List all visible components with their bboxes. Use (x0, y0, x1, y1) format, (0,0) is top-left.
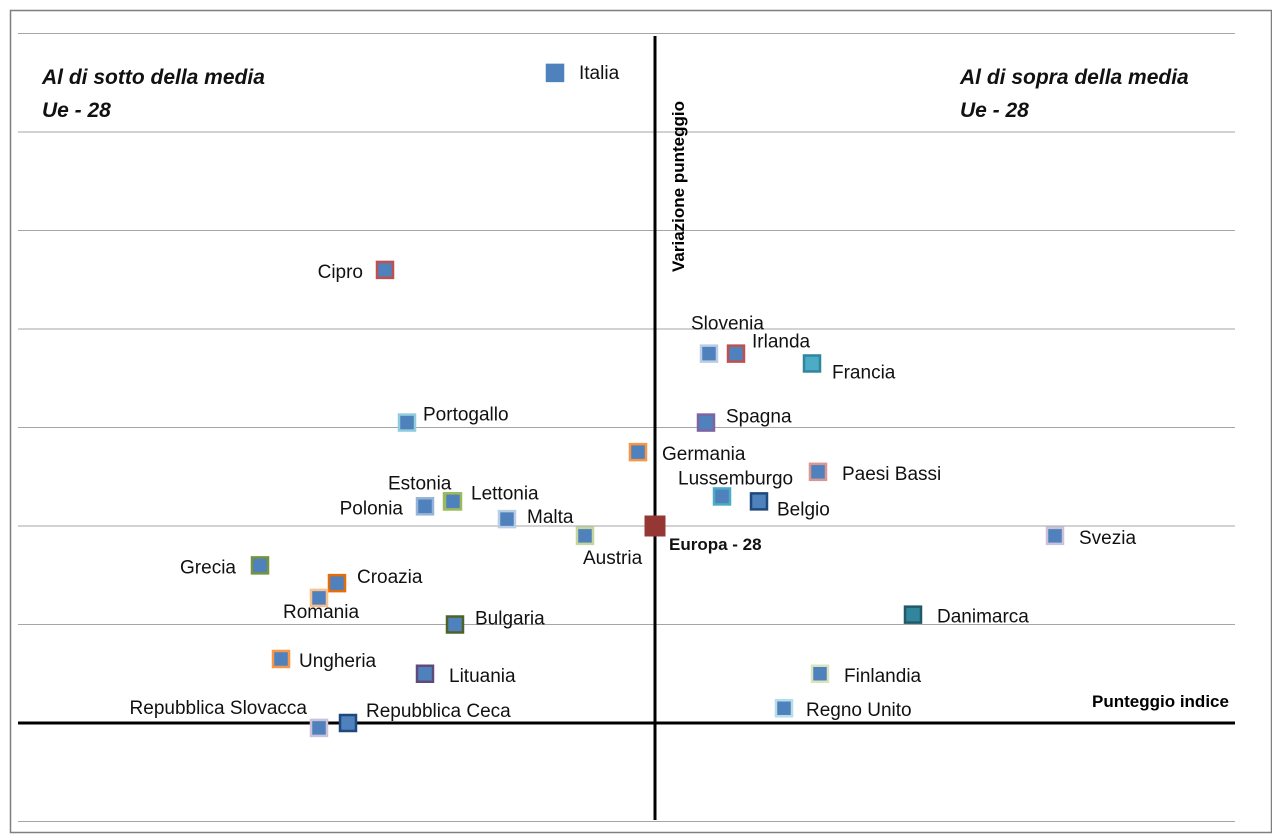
point-austria (575, 526, 595, 546)
point-repubblica-slovacca (309, 718, 329, 738)
point-label-bulgaria: Bulgaria (475, 609, 545, 630)
point-danimarca (903, 605, 923, 624)
point-lituania (415, 664, 435, 683)
point-label-spagna: Spagna (726, 407, 792, 428)
point-regno-unito (774, 698, 794, 718)
point-label-grecia: Grecia (180, 557, 236, 578)
point-europa-28 (644, 515, 666, 537)
point-francia (802, 354, 822, 373)
point-romania (309, 588, 329, 608)
point-lussemburgo (712, 487, 732, 506)
point-label-finlandia: Finlandia (844, 666, 922, 687)
point-label-belgio: Belgio (777, 499, 830, 520)
point-label-regno-unito: Regno Unito (806, 700, 912, 721)
point-label-romania: Romania (283, 602, 359, 623)
point-belgio (749, 492, 769, 511)
point-label-irlanda: Irlanda (752, 332, 811, 353)
gridlines (18, 33, 1235, 822)
point-label-lituania: Lituania (449, 666, 516, 687)
point-irlanda (726, 344, 746, 363)
point-repubblica-ceca (338, 713, 358, 733)
point-malta (497, 509, 517, 529)
point-label-svezia: Svezia (1079, 528, 1136, 549)
quadrant-left-line1: Al di sotto della media (41, 66, 265, 89)
point-label-cipro: Cipro (318, 262, 363, 283)
point-label-ungheria: Ungheria (299, 651, 377, 672)
point-label-austria: Austria (583, 548, 643, 569)
point-label-danimarca: Danimarca (937, 607, 1029, 628)
quadrant-left-line2: Ue - 28 (42, 99, 111, 122)
point-label-germania: Germania (662, 444, 746, 465)
point-label-repubblica-slovacca: Repubblica Slovacca (130, 698, 308, 719)
point-label-lussemburgo: Lussemburgo (678, 468, 793, 489)
point-paesi-bassi (808, 462, 828, 482)
point-polonia (415, 497, 435, 516)
point-italia (545, 63, 565, 83)
y-axis-title: Variazione punteggio (669, 101, 688, 272)
point-label-repubblica-ceca: Repubblica Ceca (366, 701, 511, 722)
point-portogallo (397, 413, 417, 432)
point-ungheria (271, 649, 291, 669)
point-label-estonia: Estonia (388, 473, 452, 494)
x-axis-title: Punteggio indice (1092, 692, 1229, 711)
point-cipro (375, 260, 395, 280)
point-label-polonia: Polonia (340, 498, 404, 519)
point-label-francia: Francia (832, 362, 896, 383)
point-slovenia (699, 344, 719, 363)
point-label-slovenia: Slovenia (691, 314, 764, 335)
point-label-portogallo: Portogallo (423, 405, 509, 426)
point-label-paesi-bassi: Paesi Bassi (842, 464, 941, 485)
point-lettonia (443, 492, 463, 511)
point-spagna (696, 413, 716, 432)
point-bulgaria (445, 615, 465, 634)
point-label-croazia: Croazia (357, 567, 423, 588)
quadrant-right-line1: Al di sopra della media (959, 66, 1189, 89)
point-germania (628, 442, 648, 462)
quadrant-right-line2: Ue - 28 (960, 99, 1029, 122)
point-label-malta: Malta (527, 507, 574, 528)
point-grecia (250, 556, 270, 575)
point-label-europa-28: Europa - 28 (669, 535, 762, 554)
point-label-italia: Italia (579, 63, 620, 84)
chart-border (9, 9, 1272, 834)
point-croazia (327, 573, 347, 593)
point-svezia (1045, 526, 1065, 546)
axes (18, 36, 1235, 820)
point-finlandia (810, 664, 830, 683)
point-label-lettonia: Lettonia (471, 483, 539, 504)
